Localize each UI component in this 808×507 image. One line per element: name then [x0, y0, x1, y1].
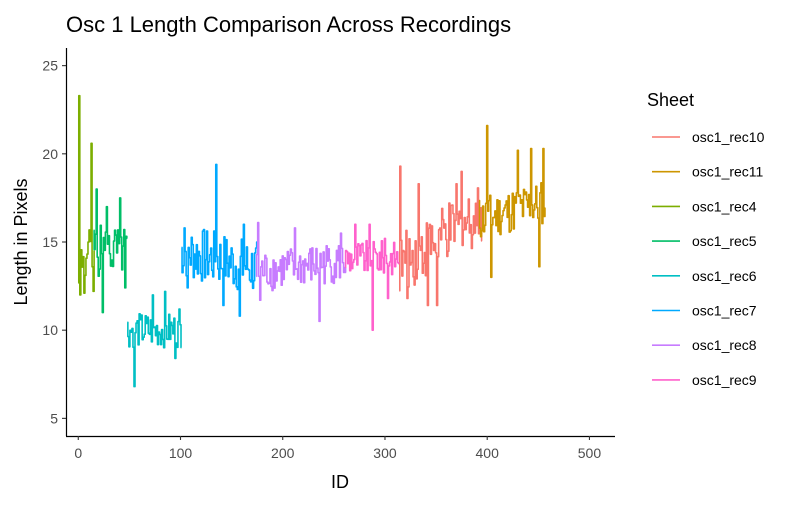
series-line-osc1-rec5 [93, 188, 128, 314]
series-line-osc1-rec9 [344, 223, 400, 331]
series-line-osc1-rec6 [127, 290, 182, 388]
legend-label-osc1-rec7: osc1_rec7 [692, 303, 757, 319]
legend-title: Sheet [647, 90, 694, 110]
y-tick-label: 15 [42, 234, 58, 250]
legend: Sheet osc1_rec10 osc1_rec11 osc1_rec4 osc1_… [647, 90, 765, 388]
chart-title: Osc 1 Length Comparison Across Recording… [66, 12, 511, 37]
series-line-osc1-rec8 [255, 221, 347, 323]
legend-label-osc1-rec11: osc1_rec11 [692, 164, 764, 180]
y-axis-title: Length in Pixels [11, 178, 31, 305]
x-tick-label: 300 [373, 445, 397, 461]
x-axis-ticks: 0 100 200 300 400 500 [74, 436, 601, 461]
x-tick-label: 100 [169, 445, 193, 461]
x-tick-label: 0 [74, 445, 82, 461]
legend-label-osc1-rec10: osc1_rec10 [692, 129, 765, 145]
x-tick-label: 200 [271, 445, 295, 461]
series-line-osc1-rec10 [399, 165, 483, 307]
legend-label-osc1-rec5: osc1_rec5 [692, 233, 757, 249]
series-line-osc1-rec4 [77, 94, 95, 296]
plot-series-group [77, 94, 546, 388]
y-tick-label: 25 [42, 58, 58, 74]
legend-label-osc1-rec8: osc1_rec8 [692, 337, 757, 353]
series-line-osc1-rec11 [478, 124, 546, 279]
x-tick-label: 400 [476, 445, 500, 461]
legend-label-osc1-rec9: osc1_rec9 [692, 372, 757, 388]
y-tick-label: 20 [42, 146, 58, 162]
y-tick-label: 5 [50, 410, 58, 426]
series-line-osc1-rec7 [181, 163, 258, 317]
x-tick-label: 500 [578, 445, 602, 461]
x-axis-title: ID [331, 472, 349, 492]
legend-label-osc1-rec4: osc1_rec4 [692, 198, 757, 214]
legend-label-osc1-rec6: osc1_rec6 [692, 268, 757, 284]
y-tick-label: 10 [42, 322, 58, 338]
y-axis-ticks: 5 10 15 20 25 [42, 58, 66, 426]
